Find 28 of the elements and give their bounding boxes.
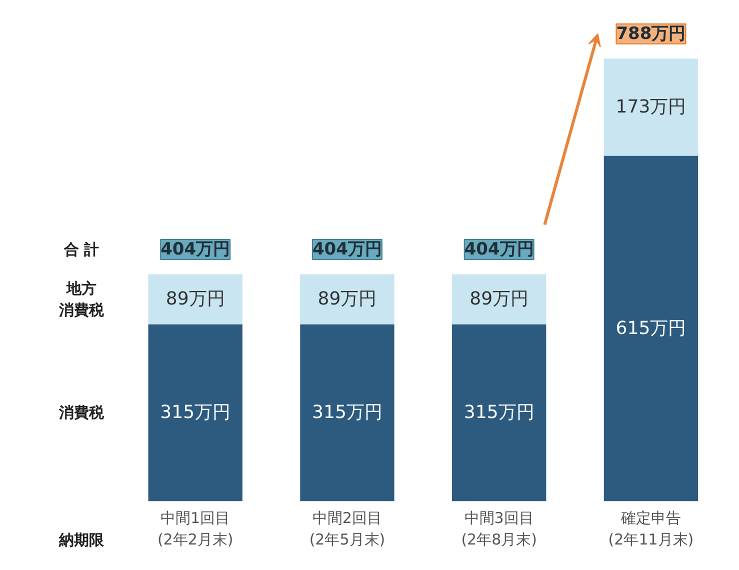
total-label: 404万円	[160, 239, 230, 260]
data-label: 173万円	[616, 96, 686, 118]
bar	[148, 324, 242, 502]
total-label: 788万円	[616, 24, 686, 44]
total-label: 404万円	[312, 239, 382, 260]
data-label: 89万円	[166, 288, 225, 310]
x-tick-label: 中間2回目 (2年5月末)	[309, 509, 386, 549]
x-tick-label: 中間1回目 (2年2月末)	[157, 509, 234, 549]
data-label: 315万円	[312, 402, 382, 424]
data-label: 615万円	[616, 318, 686, 339]
bar	[300, 274, 394, 324]
data-label: 89万円	[470, 288, 529, 310]
data-label: 315万円	[464, 402, 534, 424]
text: 納期限	[58, 531, 105, 550]
bar	[148, 274, 242, 324]
text: 消費税	[58, 404, 105, 422]
text: 合 計	[62, 240, 100, 258]
x-tick-label: 確定申告 (2年11月末)	[608, 509, 694, 549]
data-label: 315万円	[160, 402, 231, 424]
bar	[452, 324, 546, 502]
data-label: 89万円	[318, 288, 377, 310]
total-label: 404万円	[464, 239, 534, 260]
text: 地方消費税	[58, 279, 105, 320]
bar	[300, 324, 394, 502]
bar	[452, 274, 546, 324]
bar	[604, 58, 698, 156]
bar	[604, 156, 698, 502]
x-tick-label: 中間3回目 (2年8月末)	[461, 509, 537, 549]
